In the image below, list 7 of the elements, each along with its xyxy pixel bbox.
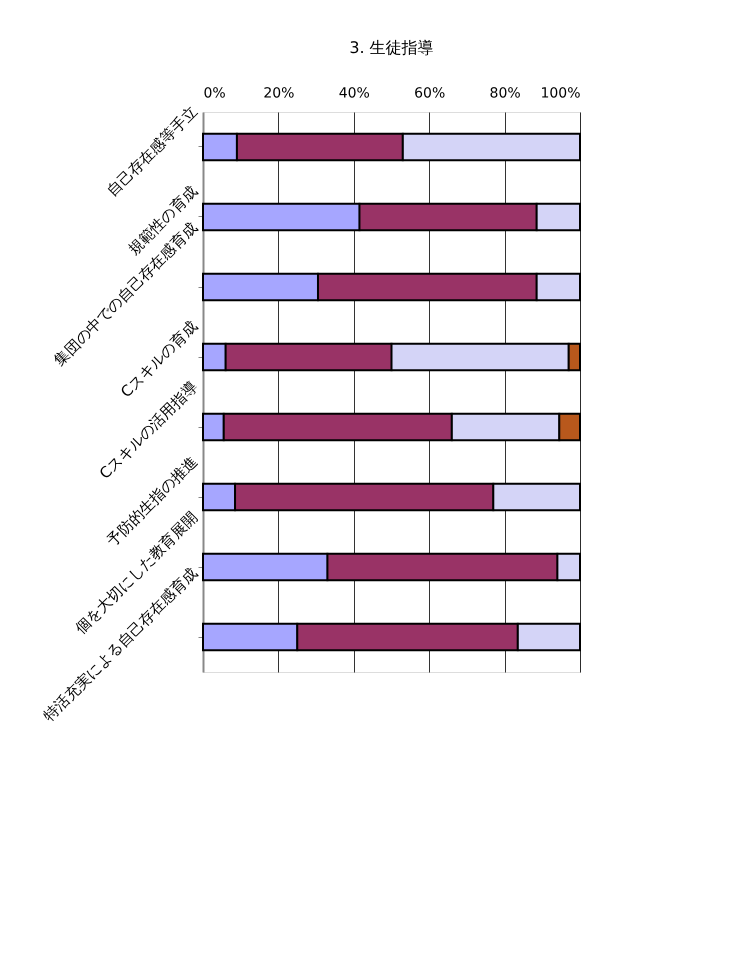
x-tick-label: 40% (338, 86, 370, 102)
chart-title: 3. 生徒指導 (349, 38, 434, 57)
x-tick-label: 80% (490, 86, 521, 102)
x-tick-label: 100% (540, 86, 580, 102)
x-tick-label: 0% (204, 86, 226, 102)
x-tick-label: 60% (414, 86, 446, 102)
x-tick-label: 20% (263, 86, 294, 102)
